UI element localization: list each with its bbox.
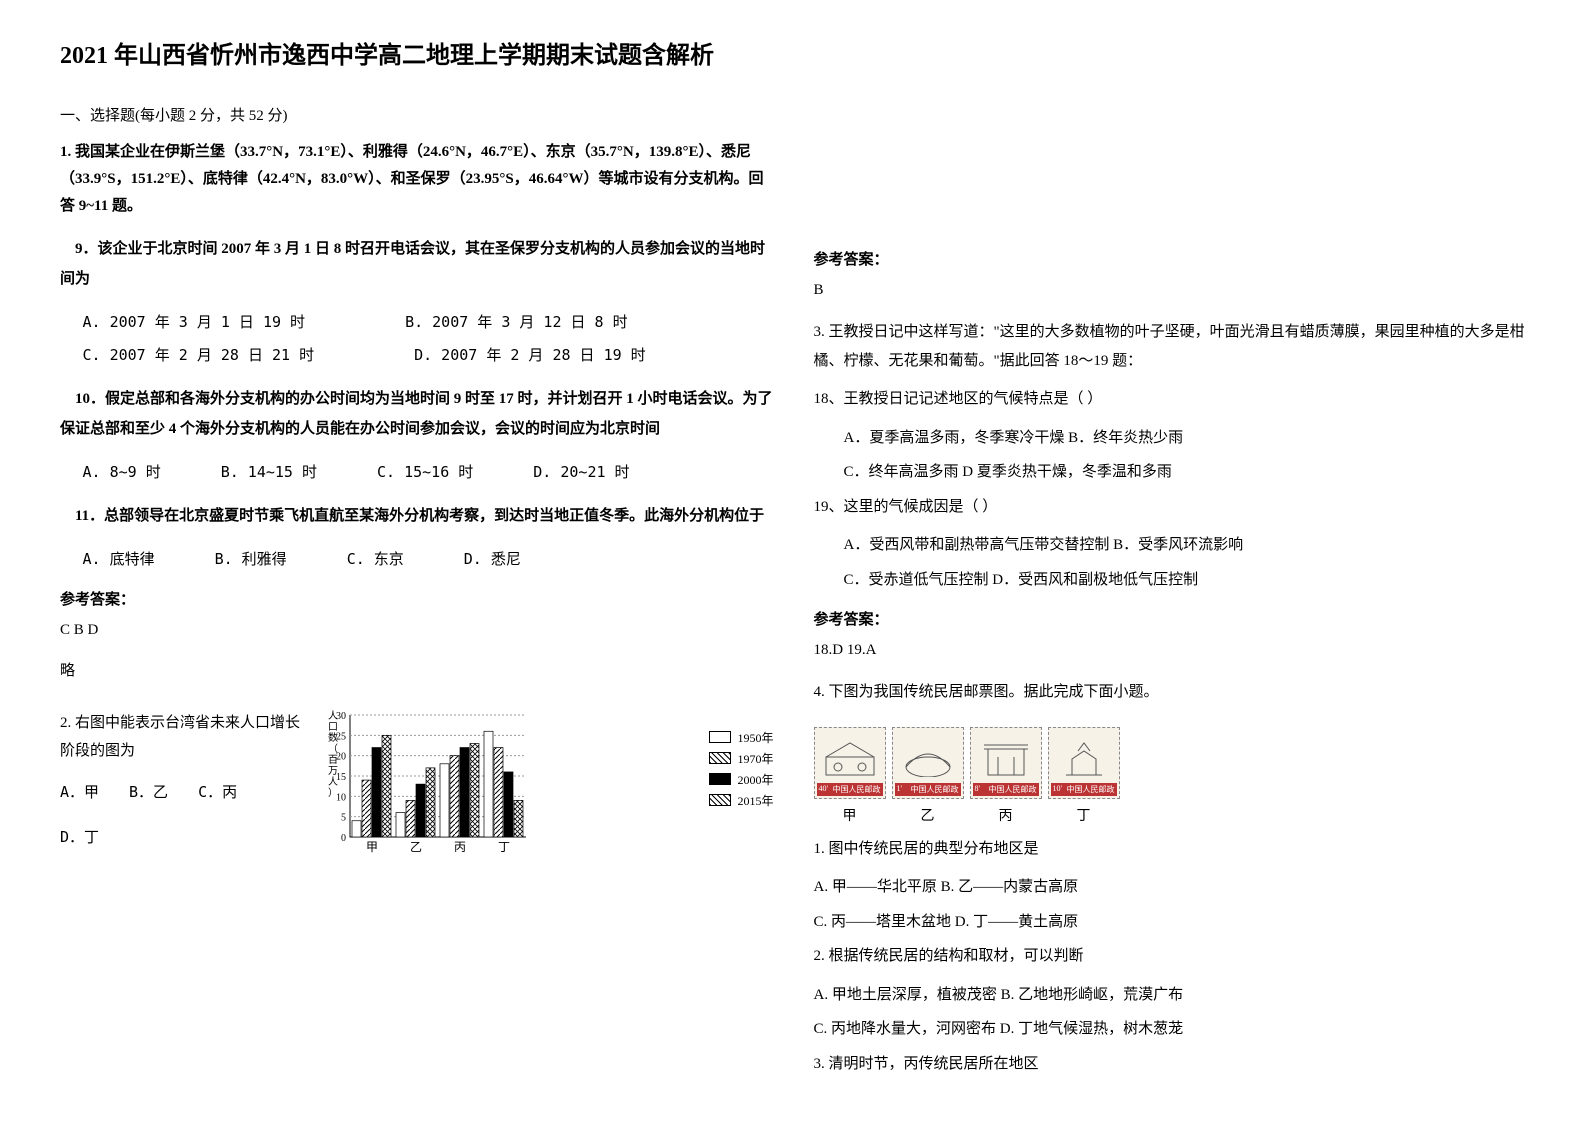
q1-answer: C B D (60, 617, 774, 644)
stamp-label-甲: 甲 (814, 805, 886, 825)
q2-answer: B (814, 277, 1528, 304)
q1-block: 1. 我国某企业在伊斯兰堡（33.7°N，73.1°E）、利雅得（24.6°N，… (60, 139, 774, 699)
legend-1970年: 1970年 (709, 750, 773, 767)
page-title: 2021 年山西省忻州市逸西中学高二地理上学期期末试题含解析 (60, 40, 774, 74)
q3-19b: B．受季风环流影响 (1113, 537, 1243, 553)
q1-10a: A. 8~9 时 (83, 456, 161, 489)
stamp-labels: 甲乙丙丁 (814, 805, 1528, 825)
q3-opts19: A．受西风带和副热带高气压带交替控制 B．受季风环流影响 C．受赤道低气压控制 … (814, 531, 1528, 600)
legend-2015年: 2015年 (709, 792, 773, 809)
chart-svg: 051015202530人口数（百万人）甲乙丙丁 (320, 709, 530, 859)
q4-1b: B. 乙——内蒙古高原 (941, 879, 1079, 895)
q4-sub3: 3. 清明时节，丙传统民居所在地区 (814, 1050, 1528, 1079)
q1-answer-label: 参考答案： (60, 588, 774, 609)
q3-18b: B．终年炎热少雨 (1068, 430, 1183, 446)
q2-b: B．乙 (129, 776, 168, 809)
legend-2000年: 2000年 (709, 771, 773, 788)
q4-2d: D. 丁地气候湿热，树木葱茏 (1000, 1021, 1183, 1037)
q1-number: 1. (60, 144, 71, 160)
q4-1a: A. 甲——华北平原 (814, 879, 937, 895)
q1-9d: D. 2007 年 2 月 28 日 19 时 (414, 339, 646, 372)
q3-opts18: A．夏季高温多雨，冬季寒冷干燥 B．终年炎热少雨 C．终年高温多雨 D 夏季炎热… (814, 424, 1528, 493)
q3-19a: A．受西风带和副热带高气压带交替控制 (844, 537, 1110, 553)
svg-text:0: 0 (341, 833, 346, 844)
svg-text:丙: 丙 (454, 840, 466, 854)
q4-2a: A. 甲地土层深厚，植被茂密 (814, 987, 997, 1003)
q1-11d: D. 悉尼 (464, 543, 521, 576)
q3-18d: D 夏季炎热干燥，冬季温和多雨 (962, 464, 1172, 480)
q1-opts11: A. 底特律 B. 利雅得 C. 东京 D. 悉尼 (60, 543, 774, 576)
stamp-丁: 10'中国人民邮政 (1048, 727, 1120, 799)
q3-q18: 18、王教授日记记述地区的气候特点是（ ） (814, 385, 1528, 414)
q4-sub1: 1. 图中传统民居的典型分布地区是 (814, 835, 1528, 864)
q1-q10: 10．假定总部和各海外分支机构的办公时间均为当地时间 9 时至 17 时，并计划… (60, 384, 774, 444)
population-chart: 051015202530人口数（百万人）甲乙丙丁 (320, 709, 679, 859)
q4-text: 4. 下图为我国传统民居邮票图。据此完成下面小题。 (814, 678, 1528, 707)
q4-sub2: 2. 根据传统民居的结构和取材，可以判断 (814, 942, 1528, 971)
svg-text:丁: 丁 (498, 840, 510, 854)
q2-block: 2. 右图中能表示台湾省未来人口增长阶段的图为 A．甲 B．乙 C．丙 D．丁 … (60, 709, 774, 866)
q2-d: D．丁 (60, 828, 99, 846)
q1-intro: 我国某企业在伊斯兰堡（33.7°N，73.1°E）、利雅得（24.6°N，46.… (60, 144, 764, 214)
q1-11c: C. 东京 (347, 543, 404, 576)
q3-19c: C．受赤道低气压控制 (844, 572, 989, 588)
stamp-label-丁: 丁 (1048, 805, 1120, 825)
q2-answer-label: 参考答案： (814, 248, 1528, 269)
svg-text:甲: 甲 (366, 840, 378, 854)
svg-text:乙: 乙 (410, 840, 422, 854)
q2-opts: A．甲 B．乙 C．丙 (60, 776, 300, 809)
q1-10b: B. 14~15 时 (221, 456, 317, 489)
q4-2b: B. 乙地地形崎岖，荒漠广布 (1001, 987, 1184, 1003)
q1-9c: C. 2007 年 2 月 28 日 21 时 (83, 339, 315, 372)
q4-1d: D. 丁——黄土高原 (955, 914, 1078, 930)
stamp-label-乙: 乙 (892, 805, 964, 825)
q3-q19: 19、这里的气候成因是（ ） (814, 493, 1528, 522)
q1-10d: D. 20~21 时 (533, 456, 629, 489)
stamp-label-丙: 丙 (970, 805, 1042, 825)
q1-9a: A. 2007 年 3 月 1 日 19 时 (83, 306, 306, 339)
stamp-甲: 40'中国人民邮政 (814, 727, 886, 799)
q1-9b: B. 2007 年 3 月 12 日 8 时 (405, 306, 628, 339)
q1-opts10: A. 8~9 时 B. 14~15 时 C. 15~16 时 D. 20~21 … (60, 456, 774, 489)
q1-11b: B. 利雅得 (215, 543, 287, 576)
svg-text:5: 5 (341, 812, 346, 823)
stamps-row: 40'中国人民邮政1'中国人民邮政8'中国人民邮政10'中国人民邮政 (814, 727, 1528, 799)
q3-answer-label: 参考答案： (814, 608, 1528, 629)
q1-q9: 9．该企业于北京时间 2007 年 3 月 1 日 8 时召开电话会议，其在圣保… (60, 234, 774, 294)
section-heading: 一、选择题(每小题 2 分，共 52 分) (60, 104, 774, 125)
q1-q11: 11．总部领导在北京盛夏时节乘飞机直航至某海外分机构考察，到达时当地正值冬季。此… (60, 501, 774, 531)
q1-opts9: A. 2007 年 3 月 1 日 19 时 B. 2007 年 3 月 12 … (60, 306, 774, 372)
q3-19d: D．受西风和副极地低气压控制 (992, 572, 1198, 588)
q4-opts1: A. 甲——华北平原 B. 乙——内蒙古高原 C. 丙——塔里木盆地 D. 丁—… (814, 873, 1528, 942)
q3-answer: 18.D 19.A (814, 637, 1528, 664)
q3-18a: A．夏季高温多雨，冬季寒冷干燥 (844, 430, 1065, 446)
chart-legend: 1950年 1970年 2000年 2015年 (709, 729, 773, 809)
q3-18c: C．终年高温多雨 (844, 464, 959, 480)
q4-1c: C. 丙——塔里木盆地 (814, 914, 952, 930)
q2-c: C．丙 (198, 776, 237, 809)
q4-2c: C. 丙地降水量大，河网密布 (814, 1021, 997, 1037)
q2-a: A．甲 (60, 776, 99, 809)
svg-text:人口数（百万人）: 人口数（百万人） (328, 710, 338, 799)
stamp-丙: 8'中国人民邮政 (970, 727, 1042, 799)
q2-opts-d: D．丁 (60, 821, 300, 854)
q4-opts2: A. 甲地土层深厚，植被茂密 B. 乙地地形崎岖，荒漠广布 C. 丙地降水量大，… (814, 981, 1528, 1050)
q1-11a: A. 底特律 (83, 543, 155, 576)
q3-text: 3. 王教授日记中这样写道："这里的大多数植物的叶子坚硬，叶面光滑且有蜡质薄膜，… (814, 318, 1528, 375)
stamp-乙: 1'中国人民邮政 (892, 727, 964, 799)
q1-10c: C. 15~16 时 (377, 456, 473, 489)
q2-text: 2. 右图中能表示台湾省未来人口增长阶段的图为 (60, 709, 300, 766)
q1-explain: 略 (60, 658, 774, 685)
legend-1950年: 1950年 (709, 729, 773, 746)
